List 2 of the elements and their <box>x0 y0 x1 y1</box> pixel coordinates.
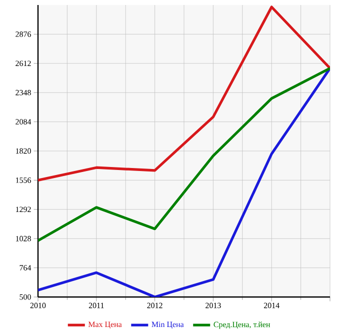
line-series <box>38 6 330 182</box>
line-series <box>38 66 330 242</box>
